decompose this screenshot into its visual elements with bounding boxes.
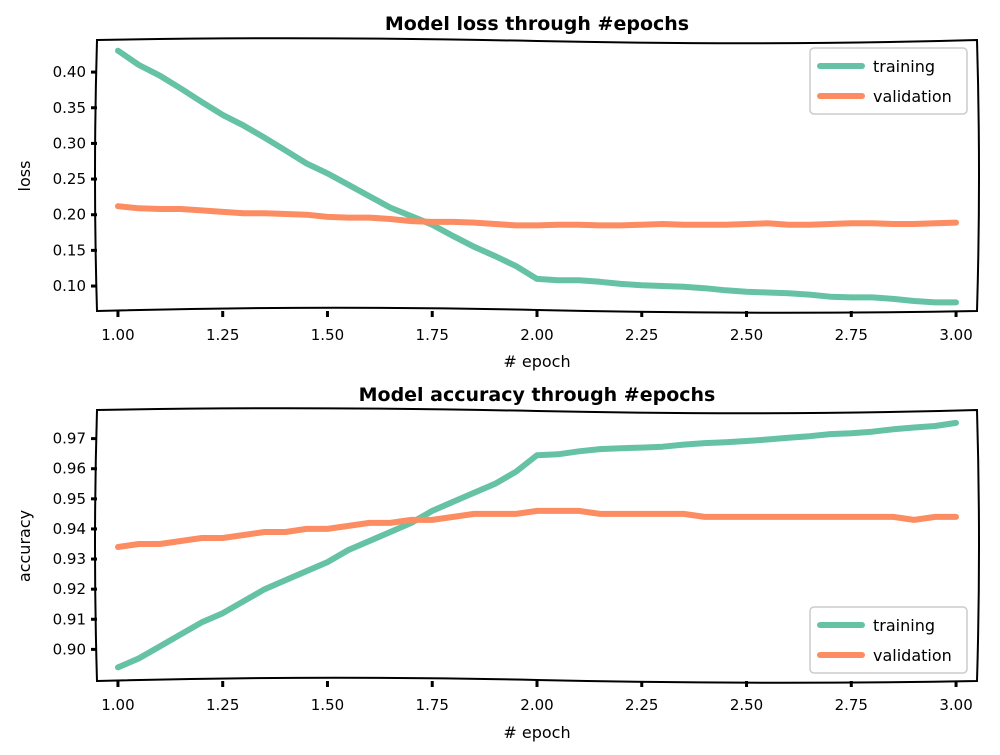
y-axis: 0.90 0.91 0.92 0.93 0.94 0.95 0.96 0.97 <box>53 430 97 658</box>
accuracy-chart: Model accuracy through #epochs 1.00 1.25 1… <box>15 384 980 742</box>
series-line-training <box>115 47 959 306</box>
y-tick-label: 0.92 <box>53 580 86 598</box>
plot-frame <box>94 37 980 314</box>
series-line-validation <box>115 507 959 550</box>
legend-label-training: training <box>873 57 935 76</box>
y-tick-label: 0.94 <box>53 520 86 538</box>
x-tick-label: 1.25 <box>206 696 239 714</box>
y-tick-label: 0.10 <box>53 277 86 295</box>
x-tick-label: 2.25 <box>625 326 658 344</box>
y-tick-label: 0.96 <box>53 460 86 478</box>
x-tick-label: 1.50 <box>311 696 344 714</box>
loss-chart: Model loss through #epochs 1.00 1.25 1.50 1… <box>15 13 980 371</box>
x-tick-label: 2.00 <box>520 696 553 714</box>
y-tick-label: 0.97 <box>53 430 86 448</box>
legend: training validation <box>809 47 968 115</box>
x-tick-label: 1.75 <box>416 326 449 344</box>
series-line-validation <box>115 203 959 229</box>
y-axis-label: loss <box>15 161 34 192</box>
x-tick-label: 2.75 <box>835 696 868 714</box>
plot-frame <box>94 407 980 684</box>
x-tick-label: 2.50 <box>730 326 763 344</box>
legend-label-validation: validation <box>873 646 952 665</box>
y-tick-label: 0.40 <box>53 63 86 81</box>
legend-label-training: training <box>873 616 935 635</box>
y-tick-label: 0.35 <box>53 99 86 117</box>
y-tick-label: 0.90 <box>53 640 86 658</box>
x-tick-label: 3.00 <box>939 326 972 344</box>
x-axis: 1.00 1.25 1.50 1.75 2.00 2.25 2.50 2.75 3.00 <box>101 681 973 714</box>
series-lines <box>115 419 959 671</box>
y-tick-label: 0.15 <box>53 241 86 259</box>
x-tick-label: 1.75 <box>416 696 449 714</box>
x-axis: 1.00 1.25 1.50 1.75 2.00 2.25 2.50 2.75 3.00 <box>101 311 973 344</box>
x-tick-label: 2.50 <box>730 696 763 714</box>
y-tick-label: 0.20 <box>53 206 86 224</box>
x-tick-label: 1.00 <box>101 696 134 714</box>
x-tick-label: 2.25 <box>625 696 658 714</box>
x-tick-label: 3.00 <box>939 696 972 714</box>
y-tick-label: 0.91 <box>53 610 86 628</box>
y-tick-label: 0.93 <box>53 550 86 568</box>
y-axis: 0.10 0.15 0.20 0.25 0.30 0.35 0.40 <box>53 63 97 295</box>
legend: training validation <box>809 606 968 674</box>
series-lines <box>115 47 959 306</box>
x-tick-label: 2.00 <box>520 326 553 344</box>
y-tick-label: 0.30 <box>53 134 86 152</box>
x-tick-label: 1.25 <box>206 326 239 344</box>
legend-label-validation: validation <box>873 87 952 106</box>
chart-title: Model accuracy through #epochs <box>359 384 716 406</box>
series-line-training <box>115 419 959 671</box>
x-axis-label: # epoch <box>503 352 570 371</box>
y-axis-label: accuracy <box>15 510 34 582</box>
chart-title: Model loss through #epochs <box>385 13 689 35</box>
x-axis-label: # epoch <box>503 723 570 742</box>
x-tick-label: 1.00 <box>101 326 134 344</box>
x-tick-label: 1.50 <box>311 326 344 344</box>
y-tick-label: 0.25 <box>53 170 86 188</box>
x-tick-label: 2.75 <box>835 326 868 344</box>
y-tick-label: 0.95 <box>53 490 86 508</box>
